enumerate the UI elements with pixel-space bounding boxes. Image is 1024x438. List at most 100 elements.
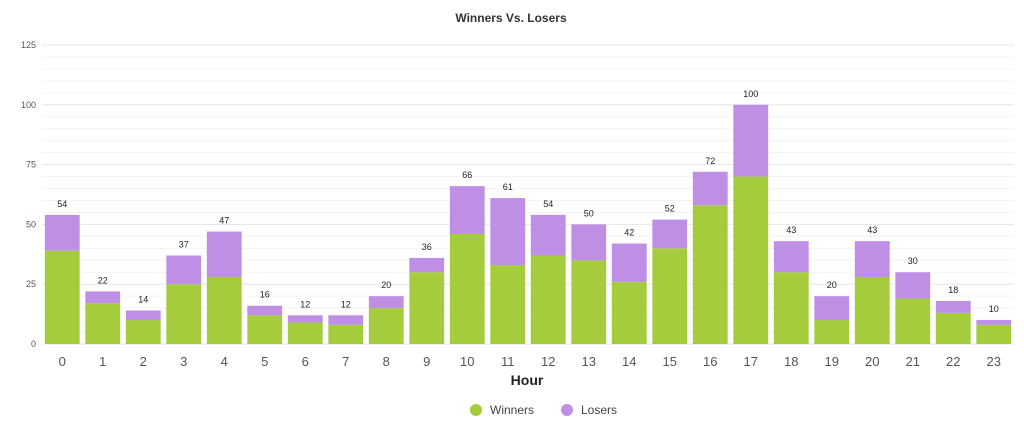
data-label-total: 43 bbox=[786, 225, 796, 235]
bar-losers-5 bbox=[247, 305, 283, 316]
x-tick-label: 19 bbox=[825, 354, 839, 369]
bar-losers-14 bbox=[611, 243, 647, 282]
x-axis-ticks: 0 1 2 3 4 5 6 7 8 9 10 11 12 13 14 15 16 17 18 19 20 21 22 23 bbox=[59, 354, 1001, 369]
legend-label-winners[interactable]: Winners bbox=[490, 403, 534, 417]
x-tick-label: 22 bbox=[946, 354, 960, 369]
bar-losers-3 bbox=[166, 255, 202, 285]
bar-winners-6 bbox=[287, 322, 323, 344]
bar-losers-13 bbox=[571, 224, 607, 261]
data-label-total: 16 bbox=[260, 290, 270, 300]
bar-winners-15 bbox=[652, 248, 688, 344]
bar-losers-0 bbox=[44, 214, 80, 251]
data-label-total: 14 bbox=[138, 295, 148, 305]
bar-winners-8 bbox=[368, 308, 404, 344]
x-tick-label: 20 bbox=[865, 354, 879, 369]
x-tick-label: 8 bbox=[383, 354, 390, 369]
x-tick-label: 5 bbox=[261, 354, 268, 369]
bar-winners-13 bbox=[571, 260, 607, 344]
data-label-total: 52 bbox=[665, 204, 675, 214]
bar-winners-19 bbox=[814, 320, 850, 344]
x-tick-label: 4 bbox=[221, 354, 228, 369]
data-label-total: 42 bbox=[624, 228, 634, 238]
bar-losers-21 bbox=[895, 272, 931, 299]
y-tick-label: 125 bbox=[21, 40, 36, 50]
x-tick-label: 14 bbox=[622, 354, 636, 369]
data-label-total: 66 bbox=[462, 170, 472, 180]
y-axis-ticks: 0 25 50 75 100 125 bbox=[21, 40, 36, 349]
bar-winners-7 bbox=[328, 324, 364, 344]
x-tick-label: 3 bbox=[180, 354, 187, 369]
bar-losers-16 bbox=[692, 171, 728, 206]
bar-winners-21 bbox=[895, 298, 931, 344]
x-tick-label: 11 bbox=[501, 354, 515, 369]
bar-winners-16 bbox=[692, 205, 728, 344]
x-tick-label: 9 bbox=[423, 354, 430, 369]
bar-losers-4 bbox=[206, 231, 242, 278]
data-label-total: 61 bbox=[503, 182, 513, 192]
bar-losers-8 bbox=[368, 296, 404, 309]
x-tick-label: 7 bbox=[342, 354, 349, 369]
bar-losers-15 bbox=[652, 219, 688, 249]
bar-losers-23 bbox=[976, 320, 1012, 325]
bar-winners-18 bbox=[773, 272, 809, 344]
x-tick-label: 23 bbox=[987, 354, 1001, 369]
bar-losers-10 bbox=[449, 186, 485, 234]
bar-losers-20 bbox=[854, 241, 890, 278]
data-label-total: 54 bbox=[57, 199, 67, 209]
data-label-total: 10 bbox=[989, 304, 999, 314]
bar-losers-11 bbox=[490, 198, 526, 266]
x-axis-label: Hour bbox=[511, 372, 544, 388]
bar-winners-14 bbox=[611, 281, 647, 344]
chart-title: Winners Vs. Losers bbox=[455, 11, 567, 25]
data-label-total: 54 bbox=[543, 199, 553, 209]
bar-losers-2 bbox=[125, 310, 161, 321]
data-label-total: 37 bbox=[179, 239, 189, 249]
data-label-total: 43 bbox=[867, 225, 877, 235]
data-label-total: 22 bbox=[98, 275, 108, 285]
bar-losers-6 bbox=[287, 315, 323, 323]
x-tick-label: 0 bbox=[59, 354, 66, 369]
bar-losers-7 bbox=[328, 315, 364, 325]
bar-winners-11 bbox=[490, 265, 526, 344]
bar-losers-17 bbox=[733, 104, 769, 177]
legend-label-losers[interactable]: Losers bbox=[581, 403, 617, 417]
bar-losers-19 bbox=[814, 296, 850, 321]
data-label-total: 12 bbox=[300, 299, 310, 309]
bar-losers-18 bbox=[773, 241, 809, 273]
data-label-total: 30 bbox=[908, 256, 918, 266]
x-tick-label: 18 bbox=[784, 354, 798, 369]
x-tick-label: 21 bbox=[906, 354, 920, 369]
bar-winners-3 bbox=[166, 284, 202, 344]
bar-winners-4 bbox=[206, 277, 242, 344]
data-label-total: 36 bbox=[422, 242, 432, 252]
y-tick-label: 50 bbox=[26, 219, 36, 229]
bar-losers-22 bbox=[935, 300, 971, 313]
data-label-total: 47 bbox=[219, 216, 229, 226]
data-label-total: 72 bbox=[705, 156, 715, 166]
x-tick-label: 2 bbox=[140, 354, 147, 369]
bar-winners-1 bbox=[85, 303, 121, 344]
data-labels: 54 22 14 37 47 16 12 12 20 36 66 61 54 50 42 52 72 100 43 2… bbox=[57, 89, 999, 314]
data-label-total: 50 bbox=[584, 208, 594, 218]
data-label-total: 18 bbox=[948, 285, 958, 295]
data-label-total: 100 bbox=[743, 89, 758, 99]
bar-winners-0 bbox=[44, 250, 80, 344]
bar-winners-2 bbox=[125, 320, 161, 344]
bar-losers-9 bbox=[409, 257, 445, 273]
y-tick-label: 100 bbox=[21, 100, 36, 110]
legend-swatch-losers[interactable] bbox=[561, 404, 573, 416]
y-tick-label: 25 bbox=[26, 279, 36, 289]
x-tick-label: 10 bbox=[460, 354, 474, 369]
grid-lines bbox=[42, 44, 1014, 345]
data-label-total: 20 bbox=[381, 280, 391, 290]
bar-losers-12 bbox=[530, 214, 566, 256]
bar-winners-22 bbox=[935, 312, 971, 344]
bar-winners-5 bbox=[247, 315, 283, 344]
legend: Winners Losers bbox=[470, 403, 617, 417]
data-label-total: 20 bbox=[827, 280, 837, 290]
bar-winners-9 bbox=[409, 272, 445, 344]
x-tick-label: 13 bbox=[582, 354, 596, 369]
legend-swatch-winners[interactable] bbox=[470, 404, 482, 416]
